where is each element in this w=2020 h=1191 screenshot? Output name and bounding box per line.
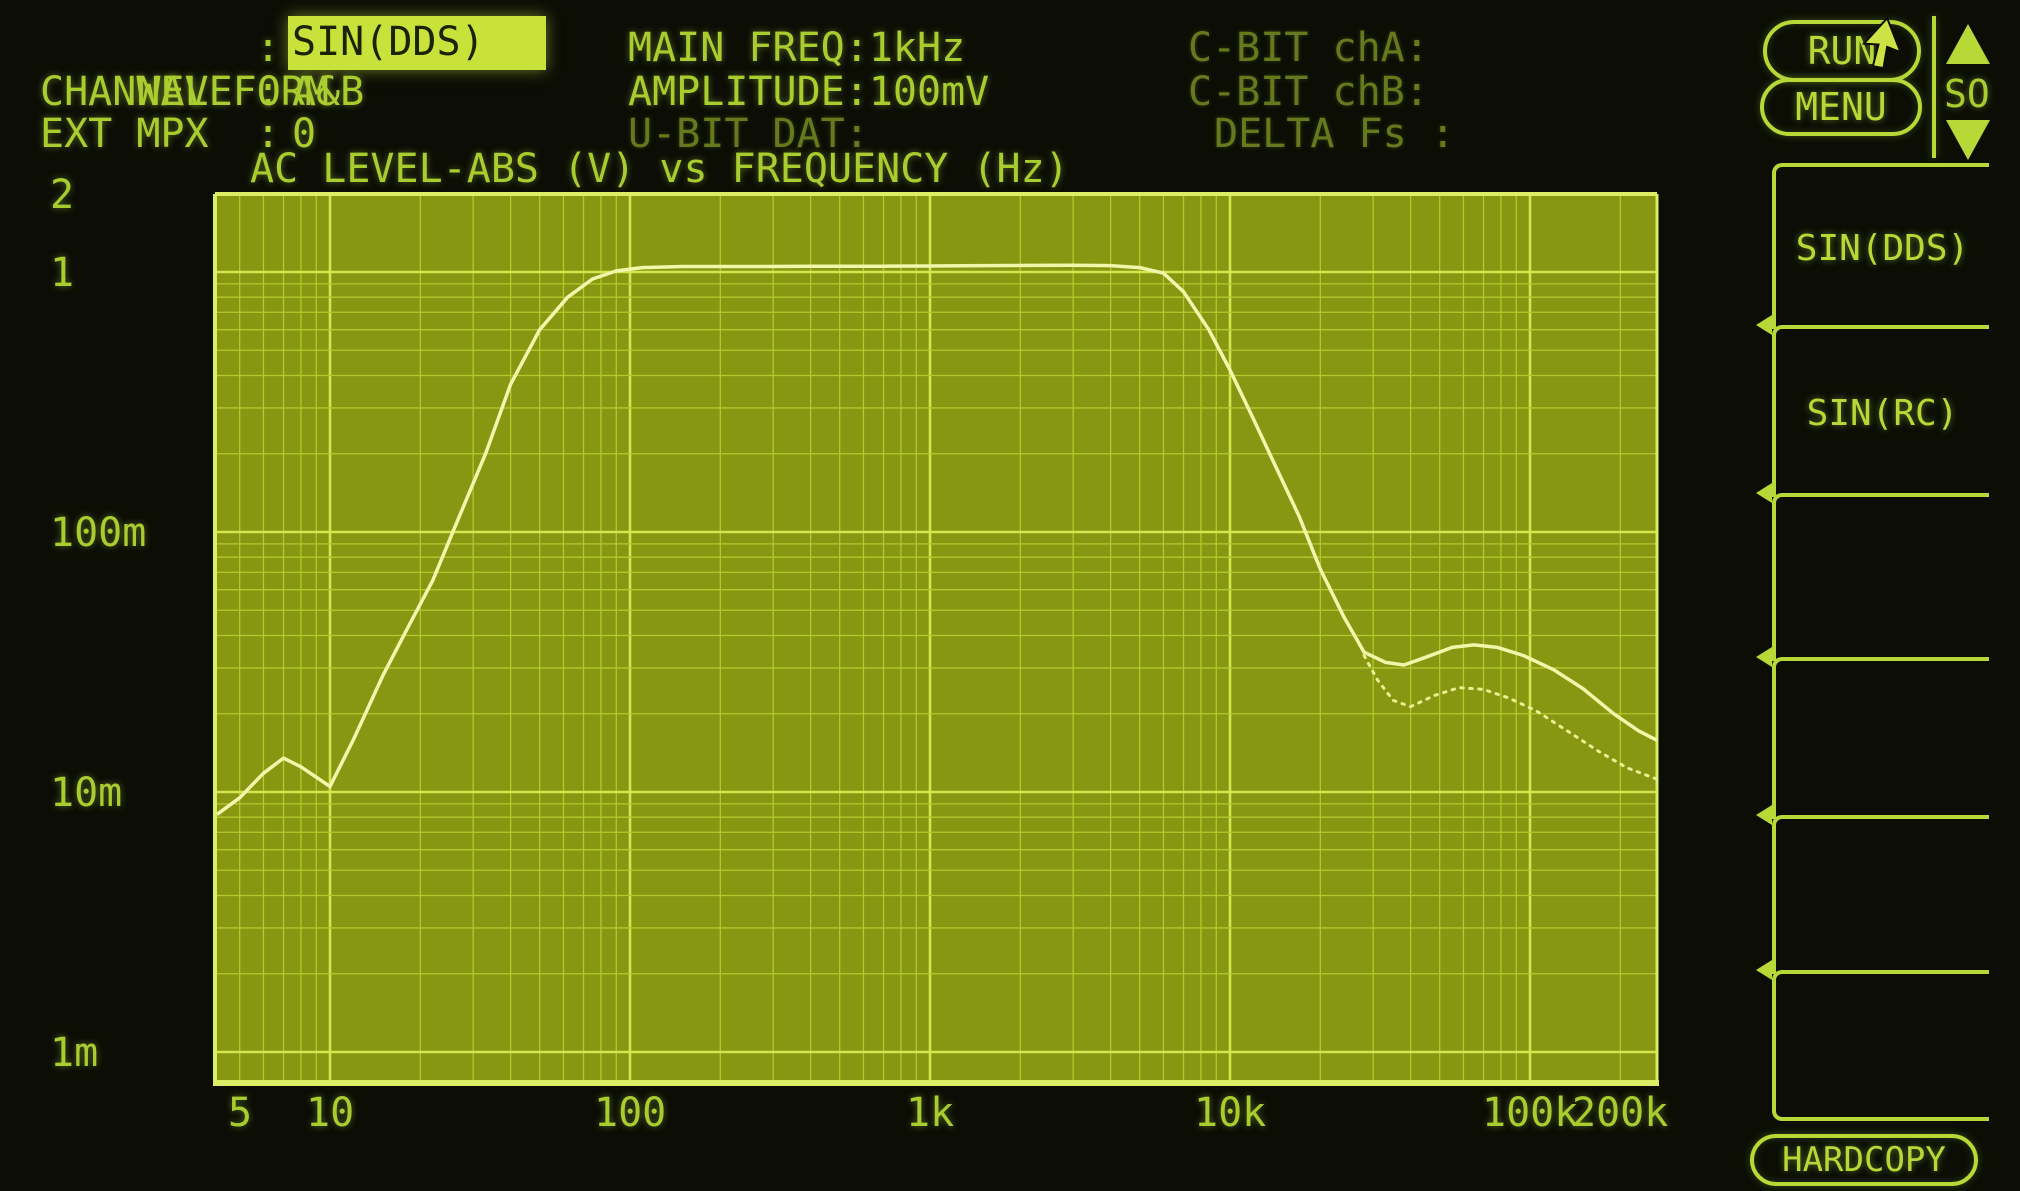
channel-label: CHANNEL bbox=[40, 69, 209, 115]
y-tick-label: 1 bbox=[50, 250, 75, 296]
x-tick-label: 10 bbox=[306, 1090, 355, 1136]
ext-mpx-value-field[interactable]: 0 bbox=[292, 111, 317, 157]
chart-title: AC LEVEL-ABS (V) vs FREQUENCY (Hz) bbox=[250, 146, 1069, 192]
y-tick-label: 100m bbox=[50, 510, 147, 556]
softkey-notch-icon bbox=[1756, 647, 1772, 667]
softkey-5[interactable] bbox=[1772, 815, 1989, 974]
scroll-up-icon[interactable] bbox=[1946, 24, 1990, 64]
scroll-separator bbox=[1932, 16, 1936, 158]
menu-button[interactable]: MENU bbox=[1760, 78, 1922, 136]
softkey-notch-icon bbox=[1756, 960, 1772, 980]
softkey-4[interactable] bbox=[1772, 657, 1989, 819]
x-tick-label: 10k bbox=[1194, 1090, 1267, 1136]
cursor-icon bbox=[1834, 12, 1904, 86]
y-tick-label: 2 bbox=[50, 172, 75, 218]
c-bit-cha-field: C-BIT chA: bbox=[1188, 25, 1429, 71]
ext-mpx-label: EXT MPX bbox=[40, 111, 209, 157]
x-tick-label: 1k bbox=[906, 1090, 955, 1136]
waveform-row: WAVEFORM bbox=[40, 26, 329, 158]
ext-mpx-colon: : bbox=[256, 111, 281, 157]
u-bit-dat-field: U-BIT DAT: bbox=[628, 111, 869, 157]
softkey-notch-icon bbox=[1756, 483, 1772, 503]
softkey-sin-rc[interactable]: SIN(RC) bbox=[1772, 325, 1989, 497]
amplitude-field: AMPLITUDE:100mV bbox=[628, 69, 990, 115]
softkey-3[interactable] bbox=[1772, 493, 1989, 661]
delta-fs-field: DELTA Fs : bbox=[1214, 111, 1455, 157]
x-tick-label: 100k bbox=[1482, 1090, 1579, 1136]
scroll-down-icon[interactable] bbox=[1946, 120, 1990, 160]
softkey-6[interactable] bbox=[1772, 970, 1989, 1121]
x-tick-label: 5 bbox=[228, 1090, 253, 1136]
y-tick-label: 10m bbox=[50, 770, 123, 816]
x-tick-label: 100 bbox=[594, 1090, 667, 1136]
c-bit-chb-field: C-BIT chB: bbox=[1188, 69, 1429, 115]
scroll-page-label: SO bbox=[1944, 72, 1990, 116]
softkey-notch-icon bbox=[1756, 315, 1772, 335]
waveform-colon: : bbox=[256, 25, 281, 71]
main-freq-field: MAIN FREQ:1kHz bbox=[628, 25, 966, 71]
hardcopy-button[interactable]: HARDCOPY bbox=[1750, 1134, 1978, 1186]
waveform-value-field[interactable]: SIN(DDS) bbox=[288, 16, 546, 70]
x-tick-label: 200k bbox=[1572, 1090, 1669, 1136]
channel-value-field[interactable]: A&B bbox=[292, 69, 365, 115]
channel-colon: : bbox=[256, 69, 281, 115]
waveform-label: WAVEFORM bbox=[136, 69, 329, 115]
y-tick-label: 1m bbox=[50, 1030, 99, 1076]
softkey-sin-dds[interactable]: SIN(DDS) bbox=[1772, 163, 1989, 329]
softkey-notch-icon bbox=[1756, 805, 1772, 825]
